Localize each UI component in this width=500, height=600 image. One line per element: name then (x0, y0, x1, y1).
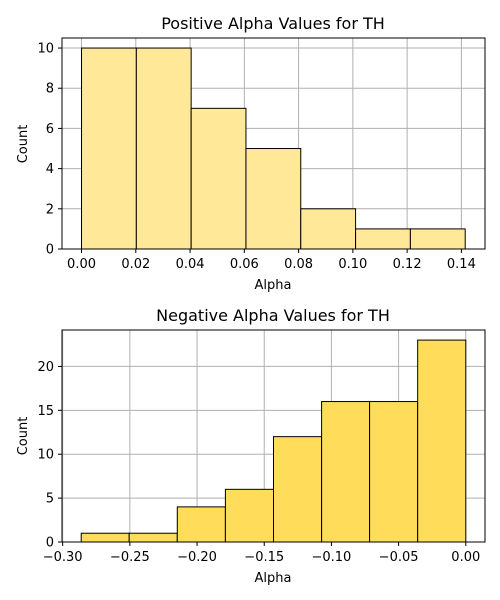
chart-title: Negative Alpha Values for TH (156, 306, 390, 325)
x-tick-label: 0.10 (338, 257, 367, 272)
y-axis-label: Count (16, 417, 31, 456)
x-tick-label: 0.12 (393, 257, 422, 272)
x-tick-label: 0.04 (176, 257, 205, 272)
y-tick-label: 8 (46, 82, 54, 97)
x-tick-label: 0.14 (447, 257, 476, 272)
histogram-bar (80, 532, 130, 543)
y-tick-label: 4 (46, 162, 54, 177)
histogram-bar (190, 107, 247, 250)
y-tick-label: 15 (37, 404, 54, 419)
histogram-bar (245, 148, 302, 250)
histogram-bar (135, 47, 192, 250)
histogram-bar (369, 401, 419, 543)
histogram-bar (273, 436, 323, 543)
x-tick-label: 0.08 (284, 257, 313, 272)
histogram-bar (409, 228, 466, 250)
x-tick-label: 0.06 (230, 257, 259, 272)
x-axis-label: Alpha (255, 278, 292, 293)
x-tick-label: −0.25 (110, 550, 150, 565)
y-tick-label: 0 (46, 536, 54, 551)
histogram-bar (300, 208, 357, 250)
x-tick-label: 0.00 (67, 257, 96, 272)
x-tick-label: 0.02 (121, 257, 150, 272)
y-tick-label: 10 (37, 448, 54, 463)
histogram-bar (321, 401, 371, 543)
chart-negative-alpha: Negative Alpha Values for TH Alpha Count… (16, 306, 486, 586)
y-tick-label: 10 (37, 42, 54, 57)
histogram-bar (128, 532, 178, 543)
x-tick-label: −0.05 (379, 550, 419, 565)
y-tick-label: 2 (46, 202, 54, 217)
histogram-bar (224, 488, 274, 543)
x-tick-label: −0.10 (311, 550, 351, 565)
chart-positive-alpha: Positive Alpha Values for TH Alpha Count… (16, 14, 486, 293)
histogram-bar (417, 339, 467, 543)
histogram-bar (355, 228, 411, 250)
x-tick-label: −0.30 (43, 550, 83, 565)
chart-title: Positive Alpha Values for TH (161, 14, 385, 33)
x-tick-label: −0.15 (244, 550, 284, 565)
x-axis-label: Alpha (255, 571, 292, 586)
y-tick-label: 5 (46, 492, 54, 507)
x-tick-label: 0.00 (451, 550, 480, 565)
axes-frame (61, 329, 486, 543)
histogram-bar (81, 47, 137, 250)
axes-frame (61, 37, 486, 250)
y-tick-label: 6 (46, 122, 54, 137)
x-tick-label: −0.20 (177, 550, 217, 565)
y-axis-label: Count (16, 125, 31, 164)
y-tick-label: 20 (37, 360, 54, 375)
histogram-bar (176, 506, 226, 543)
y-tick-label: 0 (46, 243, 54, 258)
